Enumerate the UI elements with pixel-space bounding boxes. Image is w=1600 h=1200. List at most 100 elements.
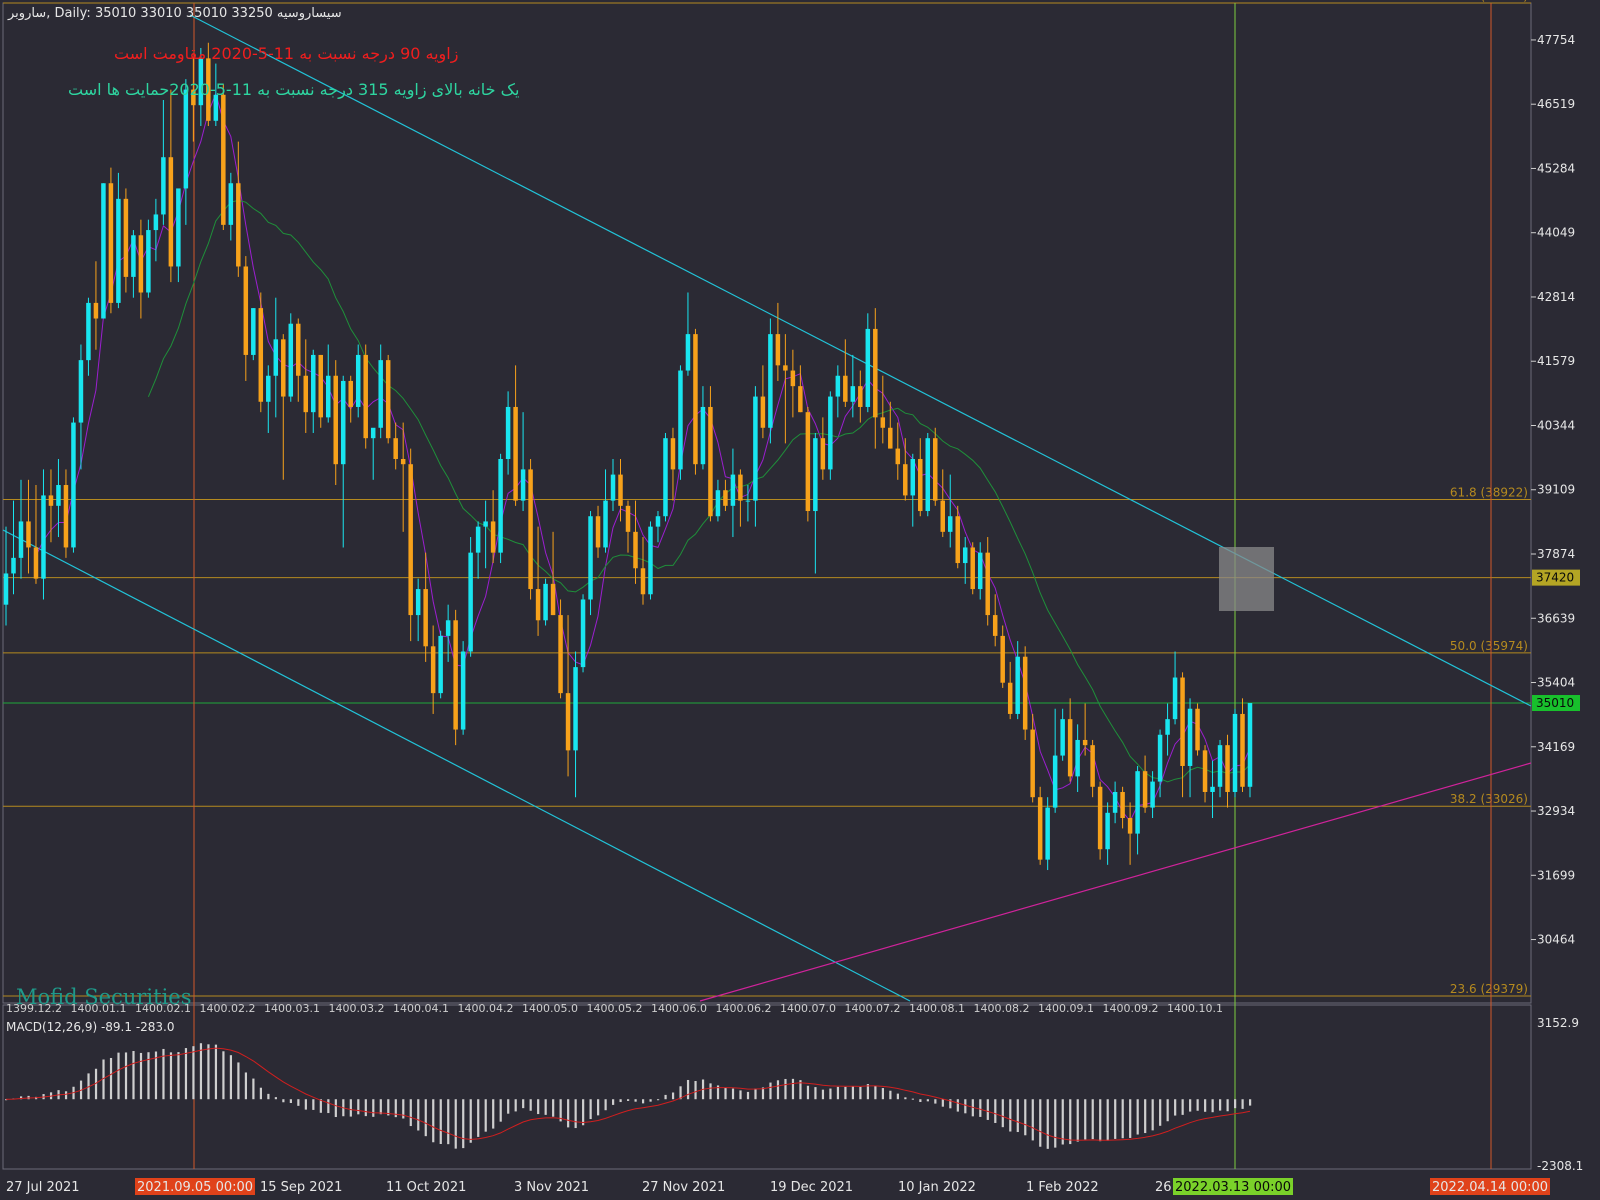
macd-bar: [1121, 1099, 1124, 1139]
macd-bar: [1016, 1099, 1019, 1133]
macd-bar: [896, 1093, 899, 1100]
level-highlight-box: [1219, 547, 1274, 611]
time-label-badge: [135, 1178, 255, 1195]
trend-lines[interactable]: [2, 14, 1532, 1002]
candle-body: [970, 547, 975, 590]
fib-level-label: 50.0 (35974): [1450, 639, 1528, 653]
candle-body: [580, 599, 586, 668]
macd-bar: [784, 1078, 787, 1100]
macd-bar: [522, 1099, 525, 1109]
time-label: 2022.04.14 00:00: [1432, 1180, 1548, 1195]
macd-bar: [994, 1099, 997, 1123]
candle-body: [385, 360, 391, 439]
candle-body: [1097, 786, 1103, 850]
macd-bar: [791, 1078, 795, 1100]
macd-bar: [297, 1099, 300, 1106]
candle-body: [445, 620, 451, 636]
macd-bar: [237, 1062, 240, 1100]
candle-body: [745, 500, 751, 502]
candle-body: [340, 380, 346, 465]
candle-body: [108, 183, 114, 303]
macd-bar: [454, 1099, 457, 1149]
ohlc-values: 35010 33010 35010 33250: [95, 6, 273, 21]
persian-time-label: 1400.09.2: [1103, 1002, 1159, 1015]
candle-body: [708, 406, 713, 517]
candle-body: [161, 157, 166, 215]
macd-bar: [874, 1085, 877, 1100]
candle-body: [131, 235, 136, 277]
candle-body: [56, 485, 61, 506]
macd-bar: [889, 1090, 892, 1100]
macd-bar: [477, 1099, 480, 1137]
candle-body: [783, 365, 788, 371]
candle-body: [400, 458, 406, 465]
macd-bar: [679, 1086, 682, 1100]
candle-body: [498, 458, 503, 553]
price-tick-label: 41579: [1537, 354, 1575, 368]
macd-bar: [117, 1052, 120, 1100]
macd-bar: [904, 1097, 907, 1100]
macd-bar: [162, 1048, 165, 1100]
candle-body: [490, 521, 496, 553]
macd-bar: [417, 1099, 420, 1131]
candle-body: [266, 375, 271, 402]
candle-body: [1150, 781, 1155, 808]
candle-body: [1232, 713, 1238, 792]
macd-bar: [1091, 1099, 1094, 1140]
macd-bar: [357, 1099, 360, 1115]
ma-fast-line: [35, 92, 1251, 823]
price-tick-label: 42814: [1537, 290, 1575, 304]
candle-body: [475, 526, 481, 553]
macd-bar: [312, 1099, 315, 1110]
time-label: 2022.03.13 00:00: [1175, 1180, 1291, 1195]
macd-bar: [177, 1052, 180, 1100]
macd-bar: [567, 1099, 570, 1128]
macd-bar: [986, 1099, 989, 1120]
macd-bar: [447, 1099, 450, 1145]
candle-body: [123, 198, 129, 277]
candle-body: [206, 58, 211, 121]
macd-bar: [282, 1099, 285, 1103]
candle-body: [281, 339, 286, 397]
main-pane-frame: [2, 2, 1532, 1004]
macd-bar: [349, 1099, 352, 1117]
macd-bar: [1069, 1099, 1072, 1145]
macd-bar: [304, 1099, 307, 1110]
price-tick-label: 35404: [1537, 676, 1575, 690]
macd-bar: [754, 1088, 757, 1100]
macd-bar: [192, 1046, 195, 1100]
candle-body: [1000, 635, 1005, 683]
candle-body: [1075, 739, 1080, 777]
macd-bar: [372, 1099, 375, 1117]
candle-body: [918, 458, 923, 512]
macd-bar: [537, 1099, 540, 1115]
macd-signal-line: [5, 1047, 1251, 1141]
macd-bar: [821, 1089, 825, 1100]
macd-bar: [379, 1099, 382, 1115]
candle-body: [873, 328, 878, 418]
candle-body: [355, 354, 361, 407]
candle-body: [1165, 719, 1170, 735]
macd-bar: [1061, 1099, 1064, 1145]
macd-bar: [934, 1099, 937, 1104]
persian-time-label: 1400.06.2: [716, 1002, 772, 1015]
macd-bar: [746, 1091, 750, 1100]
macd-bar: [244, 1072, 248, 1100]
chart-header: ساروبر, Daily: 35010 33010 35010 33250 س…: [7, 6, 342, 21]
candle-body: [558, 615, 563, 694]
macd-bar: [319, 1099, 322, 1113]
candle-body: [1037, 797, 1043, 860]
macd-pane-frame: [2, 1004, 1532, 1170]
macd-axis-top: 3152.9: [1537, 1016, 1579, 1030]
macd-bar: [19, 1096, 23, 1100]
macd-bar: [844, 1086, 847, 1100]
candle-body: [775, 334, 781, 366]
candle-body: [325, 375, 331, 418]
macd-bar: [507, 1099, 510, 1114]
macd-bar: [1249, 1099, 1252, 1106]
price-tick-label: 40344: [1537, 418, 1575, 432]
fibonacci-levels: 100.0 (48464) 61.8 (38922) 50.0 (35974) 38.…: [3, 0, 1531, 1169]
candle-body: [768, 334, 773, 428]
macd-bar: [252, 1078, 255, 1100]
